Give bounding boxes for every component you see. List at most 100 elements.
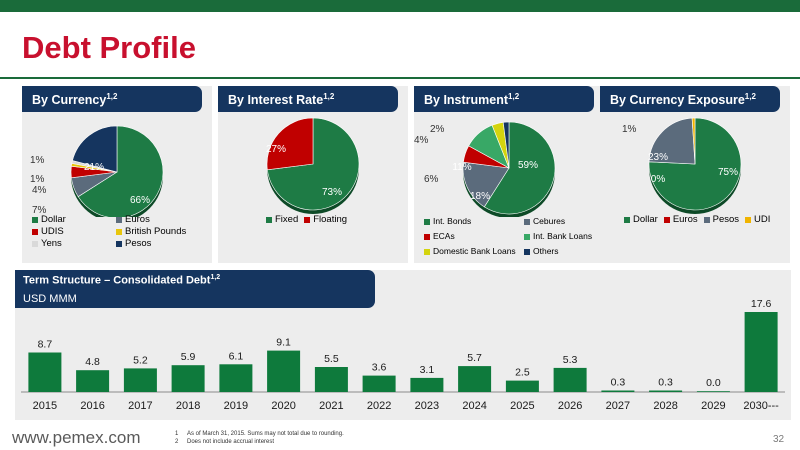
legend-label: Euros: [672, 214, 698, 225]
legend-label: UDI: [754, 214, 771, 225]
slice-label: 21%: [84, 162, 104, 173]
footnote-text: Does not include accrual interest: [187, 439, 275, 445]
instrument-panel: By Instrument1,2 59% 18% 6% 11% 4% 2% In…: [414, 86, 604, 263]
legend-item: UDI: [745, 214, 770, 225]
legend-label: Int. Bonds: [433, 216, 472, 226]
legend-item: Dollar: [32, 214, 116, 225]
bar: [553, 367, 587, 392]
term-title-superscript: 1,2: [210, 274, 221, 281]
legend-swatch: [304, 216, 311, 223]
bar: [362, 375, 396, 392]
bar: [219, 364, 253, 392]
title-divider: [0, 77, 800, 79]
bar: [649, 390, 683, 392]
bar: [744, 312, 778, 392]
legend-label: ECAs: [433, 231, 455, 241]
legend-item: ECAs: [424, 231, 524, 242]
pie-slice: [462, 161, 510, 208]
legend-swatch: [703, 216, 710, 223]
legend-item: Int. Bonds: [424, 216, 524, 227]
interest-rate-panel: By Interest Rate1,2 73% 27% Fixed Floati…: [218, 86, 408, 263]
bar-value-label: 5.5: [324, 353, 339, 365]
pie-slice: [266, 117, 314, 171]
panel-superscript: 1,2: [106, 92, 118, 101]
slice-label: 18%: [470, 191, 490, 202]
currency-legend: Dollar Euros UDIS British Pounds Yens Pe…: [32, 214, 200, 249]
legend-label: Dollar: [633, 214, 658, 225]
legend-swatch: [32, 216, 38, 223]
currency-exposure-pie-chart: 75% 0% 23% 1%: [622, 117, 742, 214]
x-tick-label: 2015: [33, 400, 57, 412]
legend-item: Yens: [32, 238, 116, 249]
legend-item: British Pounds: [116, 226, 200, 237]
pie-slice: [72, 125, 118, 173]
bar-value-label: 4.8: [85, 356, 100, 368]
bar: [601, 390, 635, 392]
footnote: 2 Does not include accrual interest: [175, 438, 344, 446]
bar: [267, 350, 301, 392]
legend-item: Domestic Bank Loans: [424, 246, 524, 257]
term-title-text: Term Structure – Consolidated Debt: [23, 274, 211, 287]
legend-label: Yens: [41, 238, 62, 249]
bar: [76, 370, 110, 392]
footer-url: www.pemex.com: [12, 428, 141, 447]
x-tick-label: 2025: [510, 400, 534, 412]
bar-value-label: 0.3: [658, 377, 673, 389]
legend-item: Fixed: [266, 214, 298, 225]
page-number: 32: [773, 434, 785, 445]
interest-rate-pie-chart: 73% 27%: [266, 117, 360, 214]
bar: [410, 377, 444, 392]
panel-superscript: 1,2: [744, 92, 756, 101]
legend-swatch: [424, 233, 430, 240]
legend-label: Euros: [125, 214, 150, 225]
bar: [123, 368, 157, 392]
instrument-pie-chart: 59% 18% 6% 11% 4% 2%: [414, 121, 556, 217]
pie-slice: [502, 121, 510, 169]
slice-label: 73%: [322, 187, 342, 198]
bar-value-label: 17.6: [751, 298, 772, 310]
bar: [28, 352, 62, 392]
bar-value-label: 6.1: [229, 350, 244, 362]
legend-swatch: [116, 240, 122, 247]
term-structure-header: Term Structure – Consolidated Debt1,2 US…: [15, 270, 375, 308]
panel-superscript: 1,2: [508, 92, 520, 101]
x-tick-label: 2027: [606, 400, 630, 412]
bar-value-label: 0.0: [706, 377, 721, 389]
instrument-legend: Int. Bonds Cebures ECAs Int. Bank Loans …: [424, 216, 604, 257]
x-tick-label: 2017: [128, 400, 152, 412]
bar-value-label: 5.2: [133, 354, 148, 366]
slice-label: 6%: [424, 174, 439, 185]
bar-value-label: 8.7: [38, 339, 53, 351]
bar: [314, 367, 348, 392]
x-tick-label: 2023: [415, 400, 439, 412]
legend-label: British Pounds: [125, 226, 187, 237]
panel-superscript: 1,2: [323, 92, 335, 101]
bar-value-label: 9.1: [276, 337, 291, 349]
slice-label: 1%: [622, 124, 637, 135]
bar: [696, 391, 730, 392]
term-unit-label: USD MMM: [23, 292, 77, 305]
legend-label: UDIS: [41, 226, 64, 237]
bar-value-label: 5.7: [467, 352, 482, 364]
legend-swatch: [116, 228, 122, 235]
legend-swatch: [663, 216, 670, 223]
footnote-text: As of March 31, 2015. Sums may not total…: [187, 431, 344, 437]
legend-swatch: [524, 248, 530, 255]
slice-label: 66%: [130, 195, 150, 206]
slice-label: 59%: [518, 160, 538, 171]
bar-value-label: 5.9: [181, 351, 196, 363]
interest-rate-legend: Fixed Floating: [266, 214, 347, 225]
slice-label: 75%: [718, 167, 738, 178]
legend-swatch: [524, 233, 530, 240]
legend-item: UDIS: [32, 226, 116, 237]
slice-label: 4%: [414, 135, 429, 146]
panel-title: By Currency Exposure: [610, 93, 745, 108]
bar: [171, 365, 205, 392]
term-title: Term Structure – Consolidated Debt1,2: [23, 274, 375, 287]
slice-label: 27%: [266, 144, 286, 155]
panel-title: By Currency: [32, 93, 107, 108]
top-brand-bar: [0, 0, 800, 12]
legend-label: Others: [533, 246, 559, 256]
legend-item: Euros: [663, 214, 698, 225]
bar-value-label: 2.5: [515, 367, 530, 379]
